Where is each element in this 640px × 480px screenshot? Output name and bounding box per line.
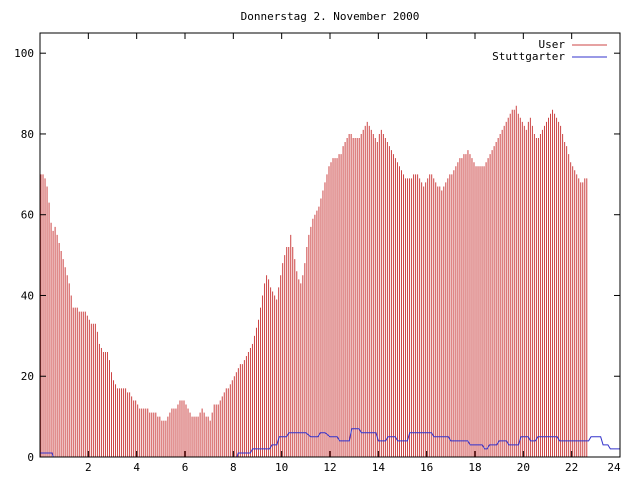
user-bars-group <box>40 105 588 457</box>
y-tick-label: 80 <box>21 128 34 141</box>
chart-title: Donnerstag 2. November 2000 <box>241 10 420 23</box>
x-tick-label: 18 <box>468 461 481 474</box>
legend-label: User <box>539 38 566 51</box>
x-tick-label: 2 <box>85 461 92 474</box>
x-tick-label: 24 <box>607 461 621 474</box>
x-tick-label: 10 <box>275 461 288 474</box>
x-tick-label: 6 <box>182 461 189 474</box>
x-tick-label: 12 <box>323 461 336 474</box>
x-tick-label: 16 <box>420 461 433 474</box>
x-tick-label: 4 <box>133 461 140 474</box>
y-tick-label: 40 <box>21 289 34 302</box>
x-tick-label: 8 <box>230 461 237 474</box>
legend-label: Stuttgarter <box>492 50 565 63</box>
y-tick-label: 60 <box>21 209 34 222</box>
stuttgarter-line-group <box>40 428 620 458</box>
x-tick-label: 20 <box>517 461 530 474</box>
x-tick-label: 22 <box>565 461 578 474</box>
y-tick-label: 20 <box>21 370 34 383</box>
stuttgarter-line <box>40 428 620 458</box>
y-tick-label: 100 <box>14 47 34 60</box>
x-tick-label: 14 <box>372 461 386 474</box>
y-tick-label: 0 <box>27 451 34 464</box>
